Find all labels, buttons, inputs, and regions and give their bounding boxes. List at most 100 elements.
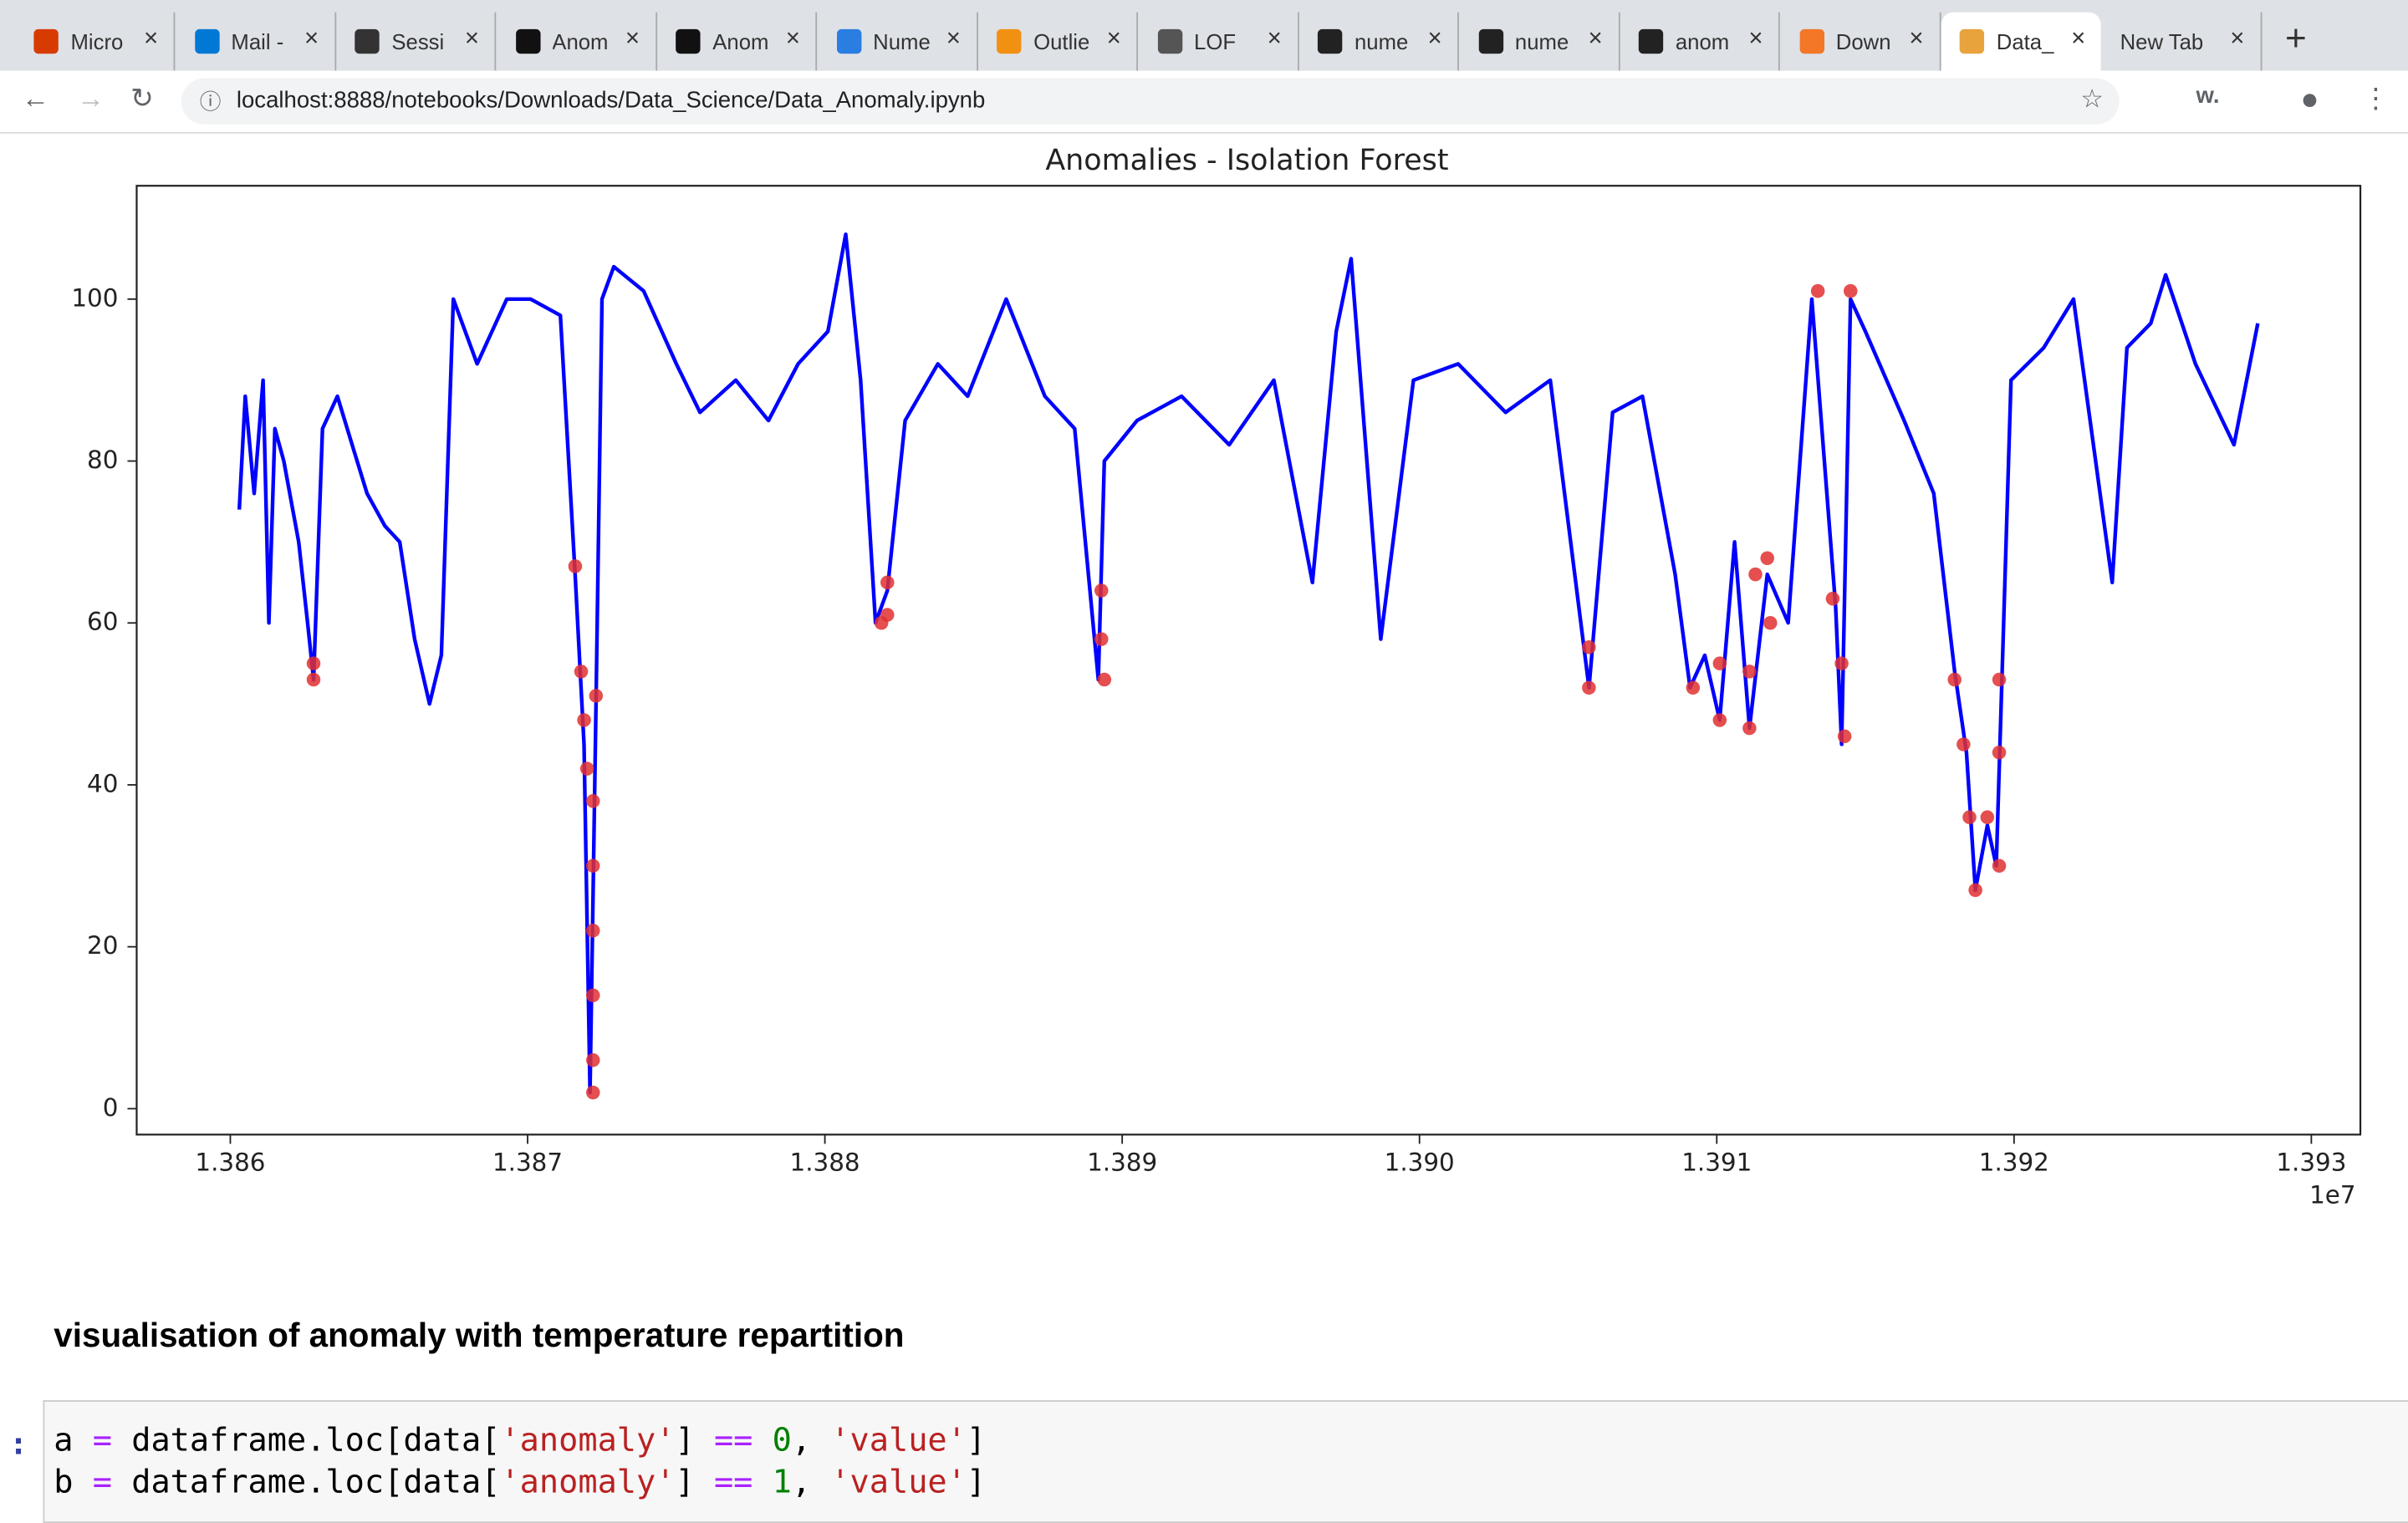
tab-title: nume	[1514, 28, 1569, 54]
tab[interactable]: nume ×	[1460, 12, 1620, 71]
anomaly-point	[585, 1085, 600, 1100]
anomaly-point	[1980, 810, 1995, 824]
tab-icon	[997, 28, 1022, 54]
tab-close[interactable]: ×	[1748, 26, 1763, 53]
tab-title: Anom	[712, 28, 769, 54]
code-token: ==	[694, 1421, 753, 1459]
anomaly-point	[1837, 729, 1852, 744]
tab[interactable]: Mail - ×	[176, 12, 336, 71]
anomaly-point	[880, 575, 895, 590]
x-tick-label: 1.391	[1681, 1149, 1752, 1177]
code-token: 'anomaly'	[500, 1421, 676, 1459]
new-tab-button[interactable]: +	[2285, 18, 2307, 60]
code-token: ]	[966, 1463, 987, 1500]
tab-close[interactable]: ×	[785, 26, 800, 53]
nav-bar: ← → ↻ ⓘ localhost:8888/notebooks/Downloa…	[0, 70, 2408, 134]
tab-close[interactable]: ×	[946, 26, 961, 53]
tab-icon	[676, 28, 701, 54]
anomaly-point	[1763, 615, 1778, 630]
code-token: b	[54, 1463, 74, 1500]
anomaly-point	[585, 794, 600, 808]
tab-close[interactable]: ×	[1909, 26, 1924, 53]
anomaly-point	[1834, 656, 1849, 670]
anomaly-point	[1992, 672, 2007, 687]
tab[interactable]: LOF ×	[1139, 12, 1298, 71]
tab-icon	[1156, 28, 1182, 54]
anomaly-point	[585, 858, 600, 874]
tab-close[interactable]: ×	[144, 26, 159, 53]
anomaly-point	[1947, 672, 1962, 687]
tab-close[interactable]: ×	[464, 26, 480, 53]
anomaly-point	[306, 672, 321, 687]
code-token: 'anomaly'	[500, 1463, 676, 1500]
anomaly-point	[1582, 680, 1596, 695]
address-bar[interactable]: ⓘ localhost:8888/notebooks/Downloads/Dat…	[181, 78, 2120, 125]
tab-close[interactable]: ×	[2071, 26, 2086, 53]
tab-close[interactable]: ×	[1106, 26, 1121, 53]
tab[interactable]: nume ×	[1299, 12, 1459, 71]
tab-title: Down	[1835, 28, 1891, 54]
menu-button[interactable]: ⋮	[2361, 83, 2390, 114]
code-token: ==	[694, 1463, 753, 1500]
anomaly-point	[585, 1052, 600, 1067]
tab[interactable]: Data_ ×	[1941, 12, 2101, 71]
code-cell[interactable]	[43, 1400, 2408, 1523]
tab-title: LOF	[1194, 28, 1237, 54]
code-token: 1	[752, 1463, 792, 1500]
tab-close[interactable]: ×	[2230, 26, 2245, 53]
code-line: a = dataframe.loc[data['anomaly'] == 0, …	[54, 1422, 986, 1459]
tab[interactable]: Nume ×	[818, 12, 978, 71]
y-tick-label: 40	[87, 769, 118, 797]
tab-title: Sessi	[391, 28, 445, 54]
tab[interactable]: New Tab ×	[2102, 12, 2262, 71]
tab-close[interactable]: ×	[1427, 26, 1442, 53]
code-token: 0	[752, 1421, 792, 1459]
tab[interactable]: Sessi ×	[336, 12, 497, 71]
tab-close[interactable]: ×	[625, 26, 640, 53]
anomaly-point	[1992, 858, 2007, 874]
code-token: =	[73, 1463, 112, 1500]
tab[interactable]: Anom ×	[497, 12, 657, 71]
code-token: ]	[675, 1463, 695, 1500]
anomaly-point	[1686, 680, 1701, 695]
code-token: 'value'	[830, 1463, 967, 1500]
bookmark-star[interactable]: ☆	[2080, 84, 2104, 114]
extension-icon[interactable]: w.	[2196, 83, 2220, 110]
code-token: dataframe.loc[data[	[111, 1421, 501, 1459]
tab-icon	[1959, 28, 1985, 54]
x-offset-label: 1e7	[2309, 1180, 2355, 1209]
tab-close[interactable]: ×	[304, 26, 319, 53]
anomaly-point	[1962, 810, 1977, 824]
x-tick-label: 1.386	[195, 1149, 265, 1177]
anomaly-point	[1844, 283, 1858, 298]
tab-close[interactable]: ×	[1267, 26, 1282, 53]
tab[interactable]: Anom ×	[657, 12, 818, 71]
y-tick-label: 80	[87, 446, 118, 474]
reload-button[interactable]: ↻	[130, 83, 154, 114]
tab-title: anom	[1675, 28, 1730, 54]
tab[interactable]: Micro ×	[15, 12, 176, 71]
code-token: ]	[966, 1421, 987, 1459]
anomaly-point	[1956, 737, 1971, 751]
anomaly-point	[1742, 721, 1757, 736]
anomaly-point	[1748, 567, 1763, 582]
code-token: ,	[791, 1421, 831, 1459]
tab-icon	[355, 28, 380, 54]
code-token: dataframe.loc[data[	[111, 1463, 501, 1500]
tab[interactable]: Outlie ×	[978, 12, 1139, 71]
profile-icon[interactable]: ●	[2300, 83, 2319, 117]
tab[interactable]: Down ×	[1781, 12, 1941, 71]
back-button[interactable]: ←	[21, 83, 49, 114]
tab-close[interactable]: ×	[1588, 26, 1603, 53]
anomaly-point	[1094, 632, 1109, 646]
chart-title: Anomalies - Isolation Forest	[1045, 144, 1448, 177]
anomaly-point	[1825, 591, 1840, 606]
anomaly-point	[1582, 640, 1596, 655]
markdown-heading: visualisation of anomaly with temperatur…	[54, 1316, 905, 1354]
code-line: b = dataframe.loc[data['anomaly'] == 1, …	[54, 1463, 986, 1500]
anomaly-point	[1992, 745, 2007, 760]
tab-icon	[194, 28, 219, 54]
tab[interactable]: anom ×	[1620, 12, 1780, 71]
forward-button[interactable]: →	[76, 83, 105, 114]
x-tick-label: 1.392	[1979, 1149, 2049, 1177]
